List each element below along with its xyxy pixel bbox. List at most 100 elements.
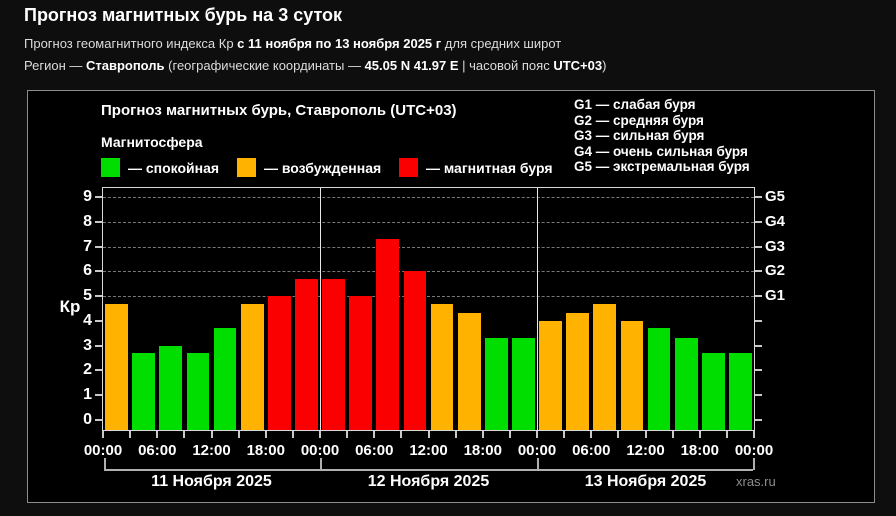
kp-bar	[647, 328, 671, 430]
g-tick-label: G5	[765, 187, 786, 205]
day-label: 13 Ноября 2025	[584, 473, 707, 490]
y-axis-tick-left	[95, 369, 102, 372]
y-tick-label: 6	[83, 262, 92, 280]
subtitle-region-suffix: )	[602, 58, 607, 73]
gridline	[103, 196, 754, 198]
kp-bar	[267, 296, 291, 430]
x-axis-tick	[536, 431, 538, 438]
x-axis-tick	[291, 431, 294, 438]
y-tick-label: 4	[83, 311, 92, 329]
gridline	[103, 296, 754, 298]
y-axis-tick-right	[755, 195, 762, 198]
y-axis-tick-right	[755, 245, 762, 248]
legend-item-excited: — возбужденная	[237, 158, 381, 177]
y-axis-tick-left	[95, 270, 102, 273]
g-legend-item-g5: G5 — экстремальная буря	[574, 159, 750, 175]
plot-area	[102, 187, 755, 431]
y-tick-label: 9	[83, 187, 92, 205]
x-axis-tick	[725, 431, 728, 438]
g-legend-item-g1: G1 — слабая буря	[574, 97, 696, 112]
chart-title: Прогноз магнитных бурь, Ставрополь (UTC+…	[101, 102, 457, 119]
kp-bar	[620, 320, 644, 430]
gridline	[103, 246, 754, 248]
legend-title: Магнитосфера	[101, 134, 203, 150]
x-axis-tick	[156, 431, 159, 438]
x-axis-tick	[373, 431, 376, 438]
y-axis-tick-left	[95, 419, 102, 421]
y-tick-label: 0	[83, 411, 92, 428]
x-axis-tick	[427, 431, 430, 438]
time-label: 12:00	[192, 442, 231, 459]
x-axis-tick	[508, 431, 511, 438]
x-axis-tick	[346, 431, 349, 438]
y-tick-label: 1	[83, 386, 92, 404]
x-axis-tick	[264, 431, 267, 438]
x-axis-tick	[454, 431, 457, 438]
kp-bar	[403, 271, 427, 430]
kp-bar	[376, 239, 400, 430]
time-label: 18:00	[463, 442, 502, 459]
x-axis-tick	[563, 431, 566, 438]
kp-bar	[322, 278, 345, 430]
day-separator	[320, 188, 321, 430]
legend-item-quiet: — спокойная	[101, 158, 219, 177]
x-axis-tick	[617, 431, 620, 438]
kp-bar	[349, 296, 373, 430]
g-legend-item-g2: G2 — средняя буря	[574, 112, 704, 128]
kp-bar	[729, 353, 752, 430]
y-axis-tick-left	[95, 394, 102, 397]
day-label: 11 Ноября 2025	[151, 473, 272, 490]
x-axis-tick	[183, 431, 186, 438]
subtitle-region-city: Ставрополь	[85, 58, 165, 73]
x-axis-tick	[753, 431, 755, 438]
kp-bar	[457, 313, 481, 430]
g-tick-label: G3	[765, 237, 786, 255]
kp-bar	[593, 303, 617, 430]
kp-bar	[186, 353, 210, 430]
y-tick-label: 3	[83, 336, 92, 354]
time-label: 00:00	[734, 442, 774, 459]
kp-bar	[539, 320, 562, 430]
day-bracket-tick	[104, 458, 106, 470]
y-axis-title: Кр	[59, 297, 81, 316]
day-label: 12 Ноября 2025	[367, 473, 490, 490]
y-axis-tick-right	[755, 220, 762, 223]
kp-bar	[105, 303, 128, 430]
legend-item-storm: — магнитная буря	[399, 158, 553, 177]
subtitle-kp-prefix: Прогноз геомагнитного индекса Кр	[24, 36, 238, 51]
kp-bar	[240, 303, 264, 430]
legend-label-excited: — возбужденная	[264, 159, 382, 176]
y-axis-tick-right	[755, 344, 762, 347]
x-axis-tick	[400, 431, 403, 438]
g-tick-label: G1	[765, 287, 786, 305]
time-label: 06:00	[572, 442, 611, 459]
x-axis-tick	[481, 431, 484, 438]
kp-bar	[512, 338, 535, 430]
g-legend-item-g3: G3 — сильная буря	[574, 128, 705, 144]
subtitle-kp-suffix: для средних широт	[441, 36, 562, 51]
x-axis-tick	[102, 431, 104, 438]
kp-bar	[430, 303, 454, 430]
time-label: 00:00	[300, 442, 340, 459]
y-axis-tick-right	[755, 295, 762, 298]
kp-bar	[159, 345, 183, 430]
g-legend-item-g4: G4 — очень сильная буря	[574, 143, 748, 159]
x-axis-tick	[671, 431, 674, 438]
time-label: 12:00	[626, 442, 665, 459]
x-axis-tick	[698, 431, 701, 438]
chart-card: Прогноз магнитных бурь, Ставрополь (UTC+…	[27, 90, 875, 503]
day-bracket-tick	[537, 458, 539, 470]
y-axis-tick-left	[95, 295, 102, 298]
x-axis-tick	[210, 431, 213, 438]
subtitle-region-coords: 45.05 N 41.97 E	[364, 58, 459, 73]
time-label: 18:00	[680, 442, 719, 459]
kp-bar	[295, 278, 318, 430]
subtitle-kp: Прогноз геомагнитного индекса Кр с 11 но…	[24, 36, 561, 51]
kp-bar	[213, 328, 237, 430]
time-label: 06:00	[138, 442, 177, 459]
day-bracket-tick	[320, 458, 322, 470]
subtitle-region-timezone: UTC+03	[553, 58, 603, 73]
subtitle-kp-dates: с 11 ноября по 13 ноября 2025 г	[237, 36, 442, 51]
kp-bar	[484, 338, 508, 430]
y-axis-tick-right	[755, 369, 762, 372]
